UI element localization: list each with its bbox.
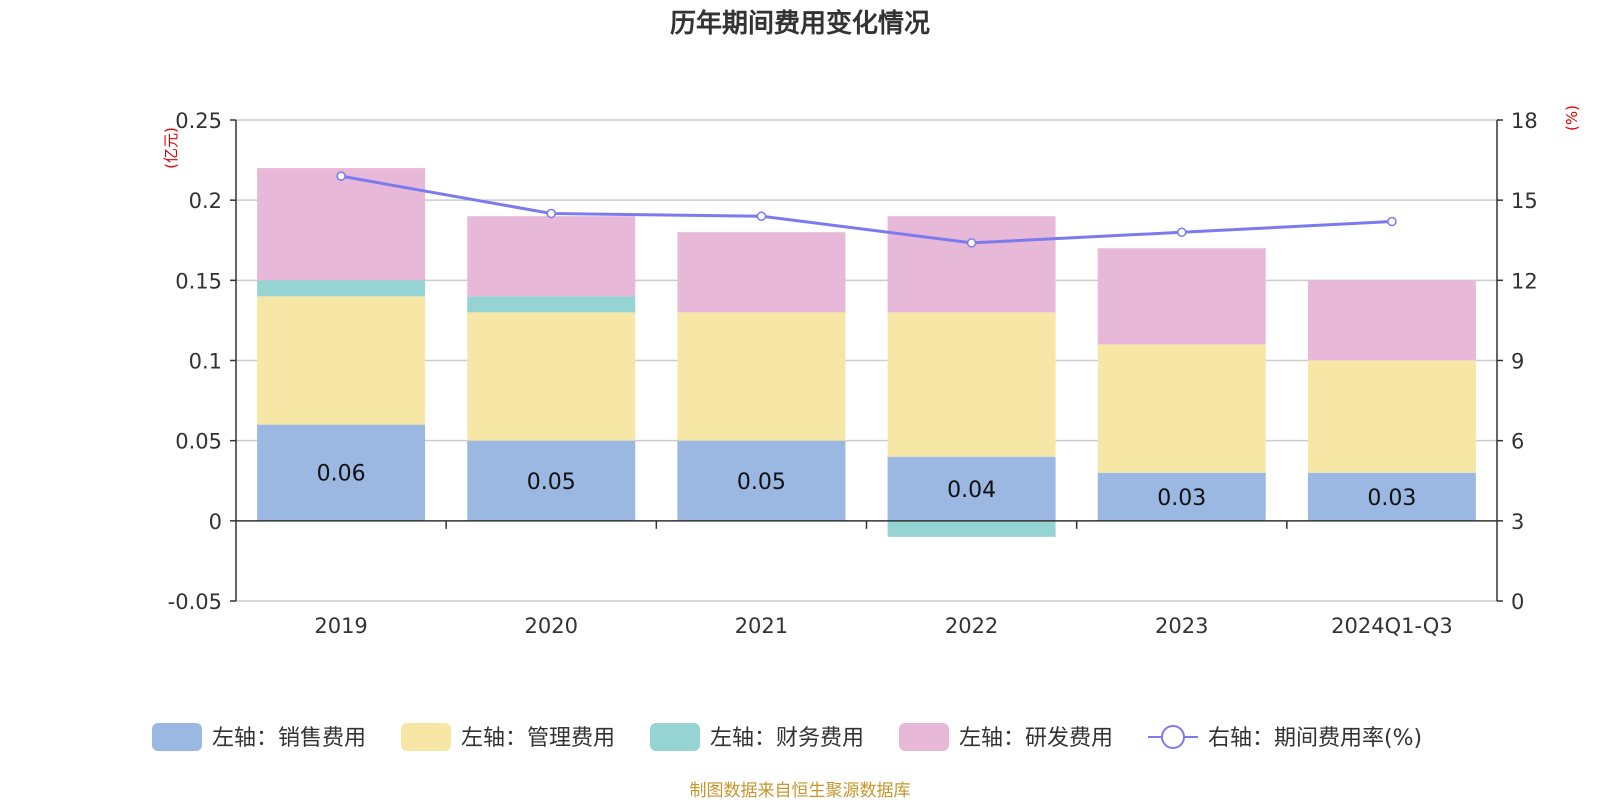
category-label: 2024Q1-Q3 [1331, 614, 1453, 638]
left-axis-tick-label: 0 [209, 510, 222, 534]
bar-value-label: 0.03 [1157, 486, 1206, 511]
bar-segment [257, 424, 426, 521]
bar-value-label: 0.05 [527, 470, 576, 495]
right-axis-tick-label: 18 [1511, 109, 1538, 133]
category-label: 2023 [1155, 614, 1208, 638]
legend-swatch [152, 723, 202, 751]
rate-point [756, 211, 767, 221]
bar-segment [257, 280, 426, 297]
rate-line-group [336, 171, 1397, 248]
bar-segment [1307, 280, 1476, 361]
right-axis-tick-label: 15 [1511, 189, 1538, 213]
category-label: 2022 [945, 614, 998, 638]
data-source-note: 制图数据来自恒生聚源数据库 [690, 781, 911, 800]
bar-segment [677, 440, 846, 521]
bar-segment [467, 216, 636, 297]
left-axis-tick-label: 0.05 [175, 430, 222, 454]
bar-value-label: 0.06 [317, 462, 366, 487]
category-label: 2019 [314, 614, 367, 638]
chart-title: 历年期间费用变化情况 [670, 8, 930, 39]
left-axis-tick-label: 0.25 [175, 109, 222, 133]
rate-point [546, 208, 556, 219]
legend-swatch [401, 723, 451, 751]
bars-group [257, 168, 1476, 537]
legend-label: 右轴：期间费用率(%) [1208, 726, 1422, 751]
right-axis-tick-label: 9 [1511, 350, 1524, 374]
axes: -0.05 0 0.05 0.1 0.15 0.2 0.25 0 3 6 9 12 15 18 2019 20… [168, 109, 1538, 638]
left-axis-tick-label: 0.2 [189, 189, 222, 213]
bar-value-label: 0.04 [947, 478, 996, 503]
bar-segment [1307, 360, 1476, 473]
bar-segment [1097, 472, 1266, 521]
bar-value-label: 0.03 [1367, 486, 1416, 511]
bar-segment [467, 440, 636, 521]
legend-swatch [899, 723, 949, 751]
legend-label: 左轴：销售费用 [212, 726, 366, 751]
legend-label: 左轴：研发费用 [959, 726, 1113, 751]
bar-value-label: 0.05 [737, 470, 786, 495]
right-axis-tick-label: 3 [1511, 510, 1524, 534]
left-axis-tick-label: -0.05 [168, 590, 222, 614]
bar-segment [1307, 472, 1476, 521]
bar-segment [467, 312, 636, 441]
left-axis-tick-label: 0.1 [189, 350, 222, 374]
rate-point [966, 238, 977, 248]
right-axis-tick-label: 0 [1511, 590, 1524, 614]
legend: 左轴：销售费用 左轴：管理费用 左轴：财务费用 左轴：研发费用 右轴：期间费用率(%) [152, 723, 1422, 751]
bar-segment [887, 312, 1056, 457]
gridlines [236, 119, 1497, 602]
legend-swatch [650, 723, 700, 751]
bar-segment [467, 296, 636, 313]
rate-point [1387, 216, 1397, 227]
right-axis-tick-label: 6 [1511, 430, 1524, 454]
bar-segment [677, 232, 846, 313]
rate-point [1177, 227, 1187, 237]
category-label: 2020 [525, 614, 578, 638]
bar-segment [1097, 344, 1266, 473]
right-axis-unit: (%) [1563, 105, 1581, 131]
bar-segment [257, 168, 426, 281]
bar-segment [1097, 248, 1266, 345]
right-axis-tick-label: 12 [1511, 269, 1538, 293]
legend-label: 左轴：管理费用 [461, 726, 615, 751]
category-label: 2021 [735, 614, 788, 638]
rate-point [336, 171, 346, 181]
left-axis-unit: (亿元) [162, 127, 180, 169]
bar-segment [257, 296, 426, 425]
left-axis-tick-label: 0.15 [175, 269, 222, 293]
bar-segment [887, 520, 1056, 537]
legend-label: 左轴：财务费用 [710, 726, 864, 751]
rate-line [340, 174, 1392, 245]
bar-segment [677, 312, 846, 441]
bar-labels-group: 0.06 0.05 0.05 0.04 0.03 0.03 [317, 462, 1417, 511]
legend-line-marker [1161, 725, 1185, 749]
bar-segment [887, 216, 1056, 313]
bar-segment [887, 456, 1056, 521]
